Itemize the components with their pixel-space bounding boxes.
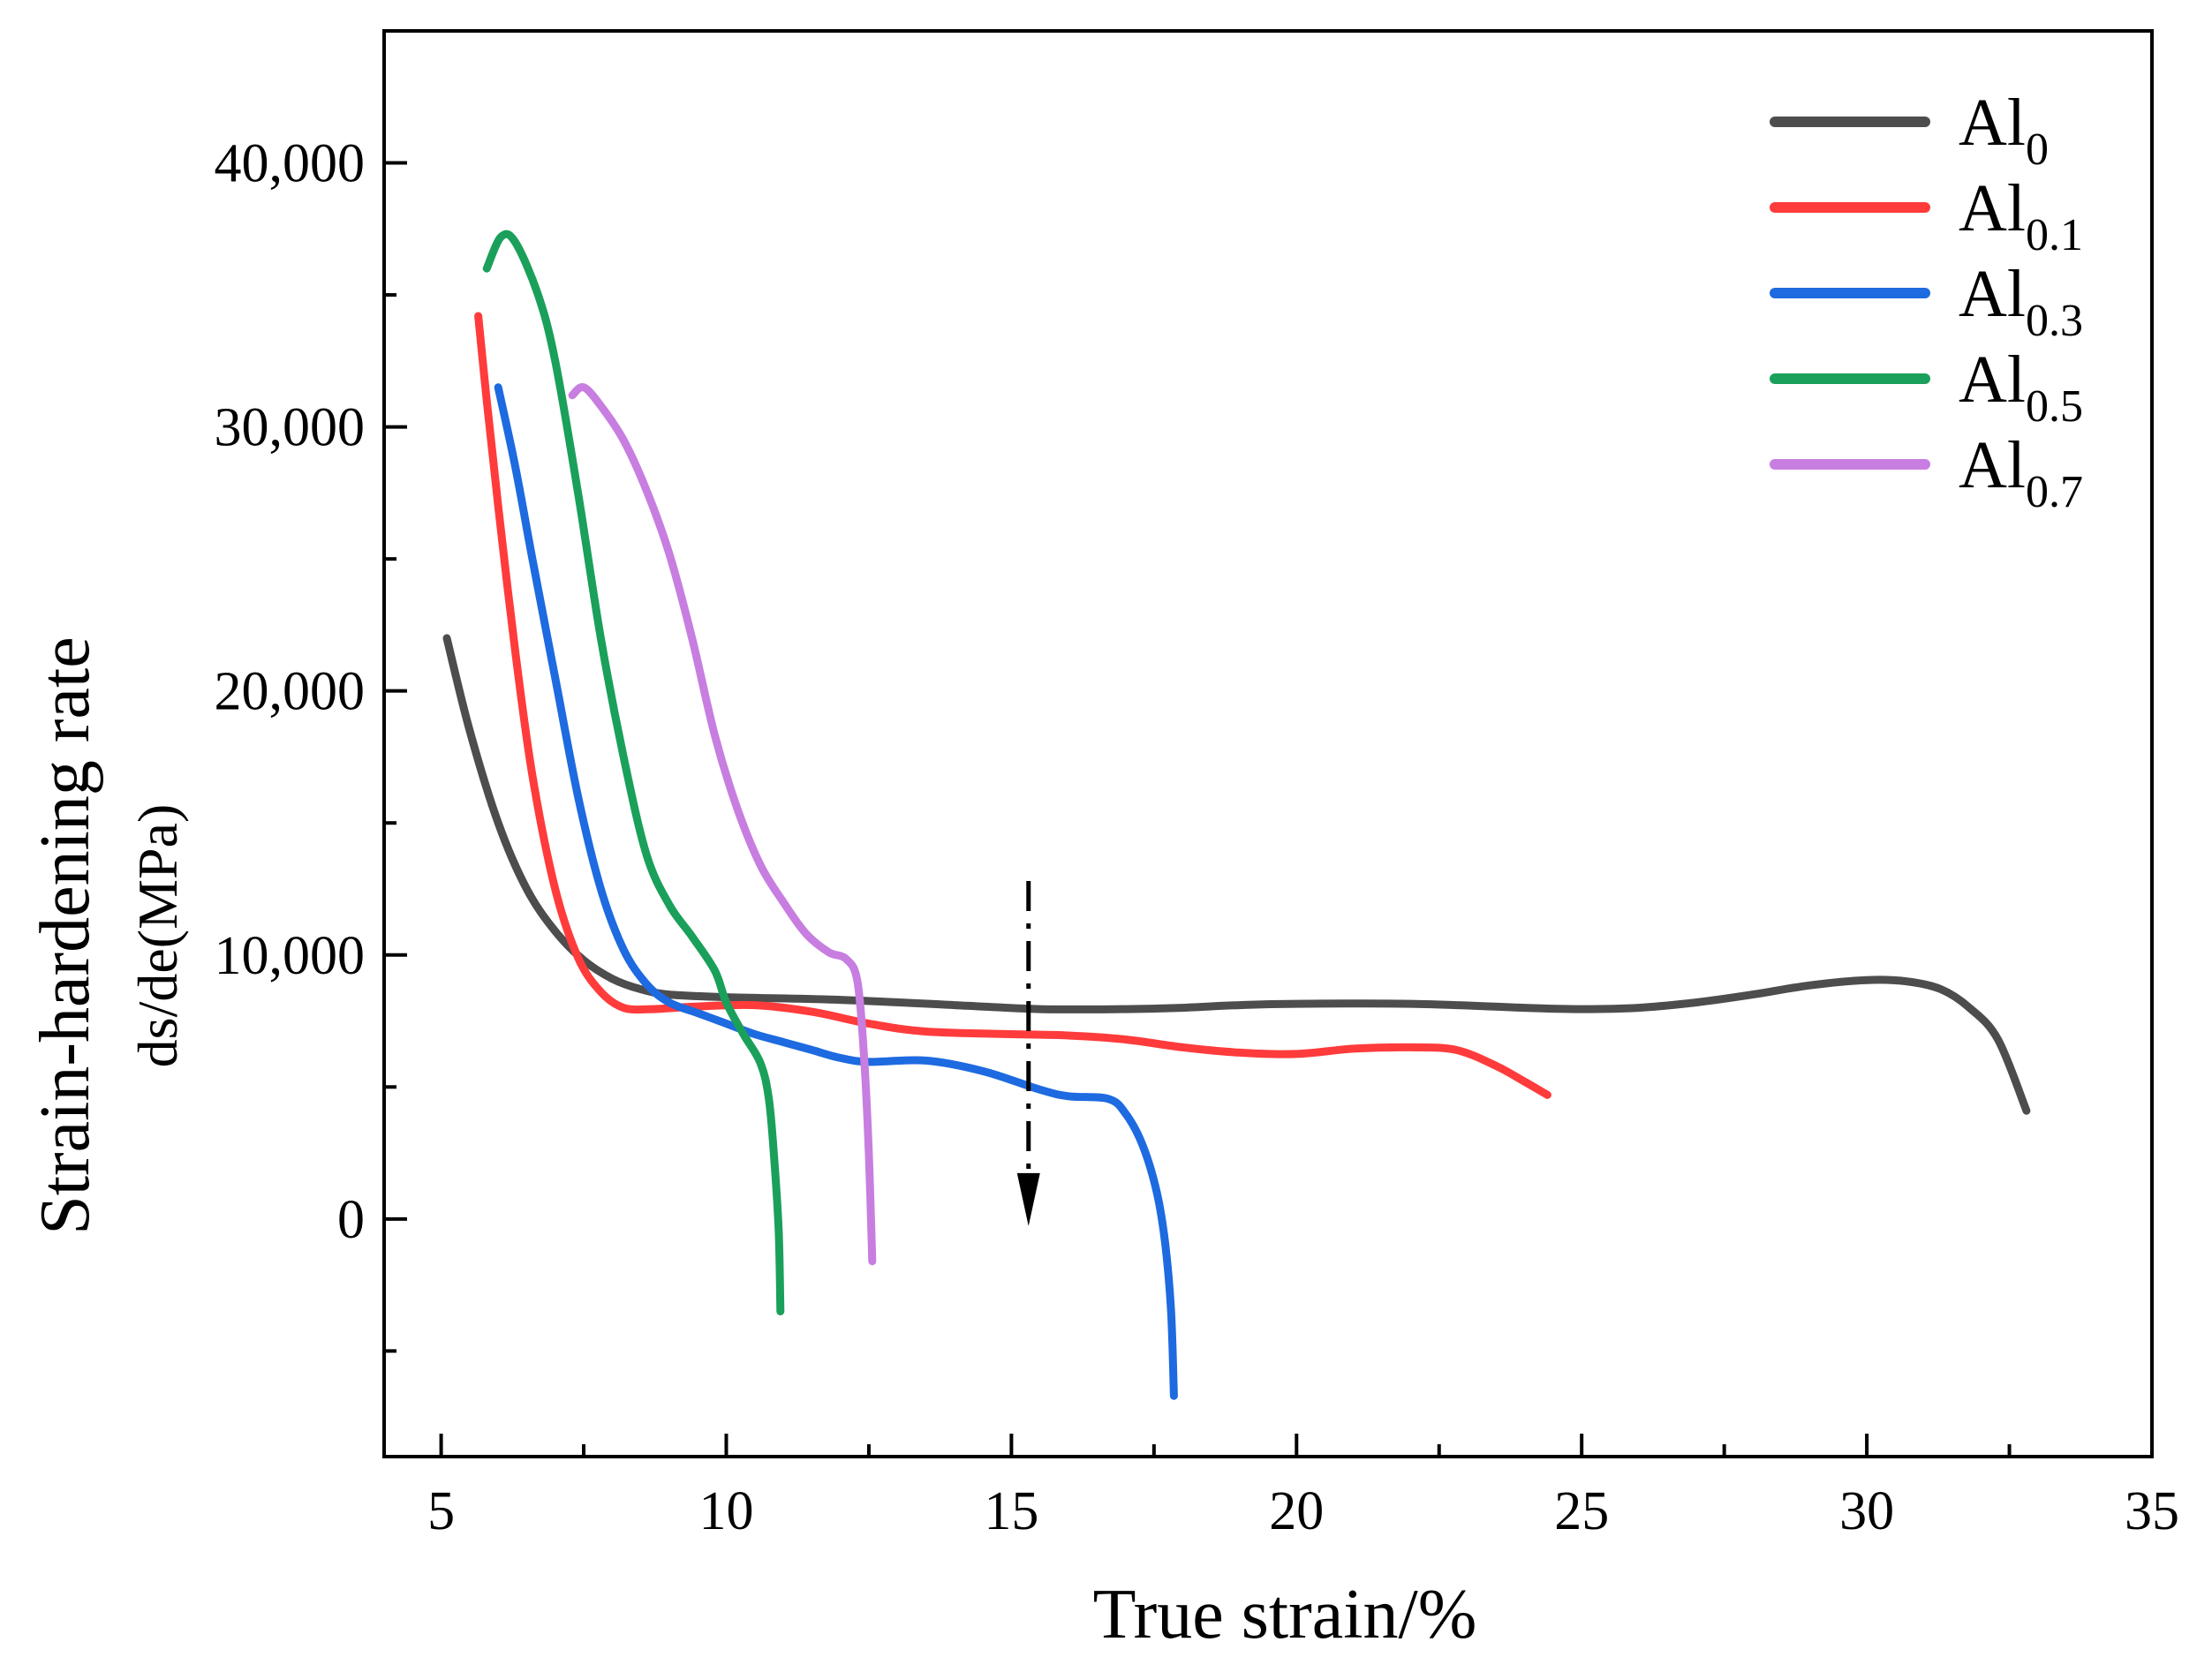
x-tick-label: 10 bbox=[698, 1481, 753, 1541]
x-tick-label: 35 bbox=[2125, 1481, 2179, 1541]
y-tick-label: 20,000 bbox=[215, 662, 366, 722]
series-line-al07 bbox=[568, 383, 877, 1266]
x-axis-title: True strain/% bbox=[1093, 1576, 1477, 1653]
axes-layer: 5 10 15 20 25 30 35 0 10,000 20,000 30,000 40,000 bbox=[215, 29, 2179, 1541]
legend-label: Al0.1 bbox=[1959, 171, 2083, 260]
legend-label: Al0.5 bbox=[1959, 343, 2083, 432]
legend-label: Al0 bbox=[1959, 86, 2049, 175]
series-line-al0 bbox=[442, 634, 2031, 1115]
annotation-layer bbox=[1016, 881, 1040, 1226]
x-tick-label: 25 bbox=[1554, 1481, 1609, 1541]
trend-arrow-head bbox=[1016, 1172, 1040, 1226]
x-tick-label: 30 bbox=[1839, 1481, 1894, 1541]
legend-label: Al0.7 bbox=[1959, 428, 2083, 517]
series-line-al05 bbox=[482, 230, 785, 1315]
x-tick-label: 20 bbox=[1269, 1481, 1324, 1541]
y-tick-label: 10,000 bbox=[215, 926, 366, 986]
series-line-al03 bbox=[494, 383, 1178, 1400]
series-layer bbox=[442, 230, 2031, 1400]
series-line-al01 bbox=[474, 312, 1551, 1099]
plot-frame bbox=[382, 29, 2154, 1458]
y-axis-title-units: ds/de(MPa) bbox=[126, 804, 189, 1068]
y-tick-label: 0 bbox=[337, 1190, 365, 1250]
x-tick-label: 5 bbox=[427, 1481, 455, 1541]
legend-label: Al0.3 bbox=[1959, 257, 2083, 346]
y-tick-label: 40,000 bbox=[215, 134, 366, 194]
x-tick-label: 15 bbox=[984, 1481, 1038, 1541]
y-axis-title: Strain-hardening rate bbox=[26, 636, 104, 1235]
y-tick-label: 30,000 bbox=[215, 398, 366, 458]
